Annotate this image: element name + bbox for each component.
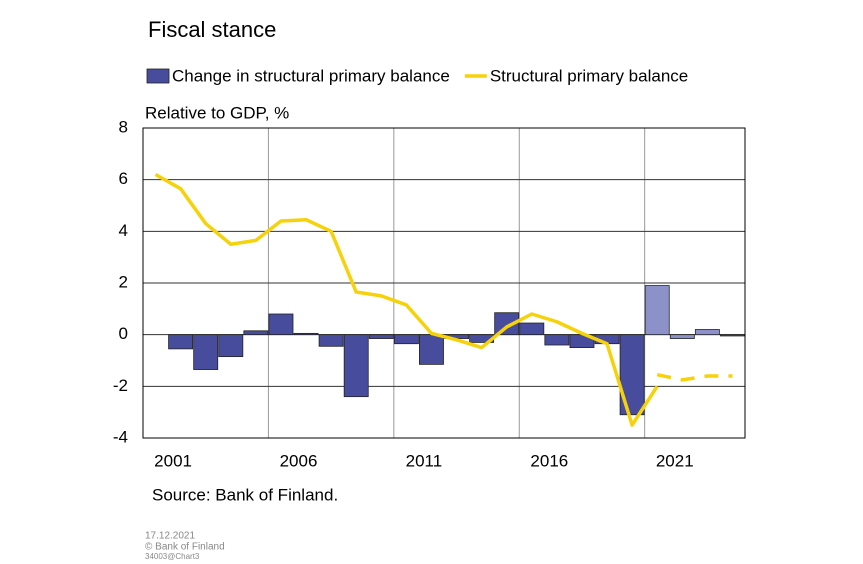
y-tick-label: -2 — [113, 376, 128, 395]
bar — [243, 330, 269, 336]
bar — [193, 334, 219, 370]
x-tick-label: 2001 — [154, 451, 192, 470]
y-tick-label: -4 — [113, 427, 128, 446]
y-tick-label: 4 — [119, 221, 128, 240]
bar — [694, 329, 720, 336]
forecast-line — [656, 372, 733, 382]
bar — [343, 334, 369, 398]
bar — [318, 334, 344, 347]
footer-copyright: © Bank of Finland — [145, 542, 225, 553]
bar — [519, 322, 545, 336]
bar — [494, 312, 520, 336]
y-tick-label: 0 — [119, 324, 128, 343]
y-axis-label: Relative to GDP, % — [145, 103, 289, 122]
bar — [268, 313, 294, 336]
chart-title: Fiscal stance — [148, 17, 276, 42]
line — [154, 172, 659, 427]
bar — [720, 334, 745, 337]
bar — [293, 332, 319, 336]
x-tick-label: 2011 — [406, 451, 443, 470]
legend-swatch — [146, 68, 170, 84]
legend-label: Change in structural primary balance — [172, 66, 450, 85]
footer-id: 34003@Chart3 — [145, 552, 200, 561]
x-tick-label: 2006 — [280, 451, 318, 470]
y-tick-label: 2 — [119, 272, 128, 291]
footer-date: 17.12.2021 — [145, 531, 195, 542]
bar — [168, 334, 194, 350]
bar — [544, 334, 570, 346]
y-tick-label: 8 — [119, 117, 128, 136]
x-tick-label: 2021 — [656, 451, 694, 470]
plot-border — [142, 127, 746, 439]
bar — [669, 334, 695, 339]
source: Source: Bank of Finland. — [152, 485, 338, 504]
bar — [368, 334, 394, 339]
bar — [644, 285, 670, 336]
bar — [218, 334, 244, 358]
y-tick-label: 6 — [119, 169, 128, 188]
legend-label: Structural primary balance — [490, 66, 688, 85]
bar — [419, 334, 444, 365]
x-tick-label: 2016 — [530, 451, 568, 470]
bar — [393, 334, 419, 345]
